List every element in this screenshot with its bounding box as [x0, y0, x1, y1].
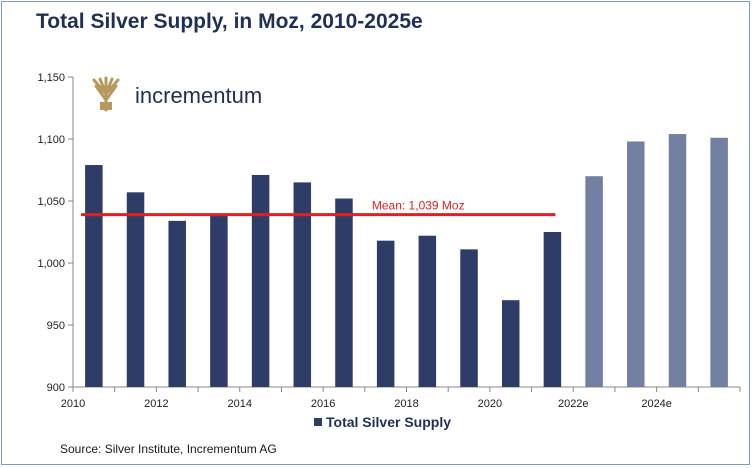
y-tick-label: 1,150	[37, 72, 65, 84]
y-tick-label: 900	[47, 382, 65, 394]
bar-2018	[418, 235, 437, 387]
bar-2017	[376, 240, 395, 387]
bar-2010	[85, 165, 103, 387]
x-tick-label: 2018	[394, 398, 418, 410]
bar-2019	[460, 249, 478, 387]
x-tick-label: 2012	[144, 398, 168, 410]
bar-2012	[168, 220, 186, 387]
x-tick-label: 2020	[478, 398, 502, 410]
y-tick-label: 1,000	[37, 258, 65, 270]
incrementum-logo: incrementum	[90, 76, 262, 112]
bar-2020	[501, 300, 520, 387]
bars	[85, 134, 728, 387]
legend: Total Silver Supply	[314, 414, 451, 430]
bar-2025e	[710, 137, 728, 387]
bar-2021	[543, 232, 562, 387]
bar-2016	[335, 198, 353, 387]
bar-2022e	[585, 176, 603, 387]
bar-2024e	[668, 134, 687, 387]
bar-2014	[251, 174, 270, 387]
source-note: Source: Silver Institute, Incrementum AG	[60, 442, 277, 456]
y-tick-label: 1,050	[37, 196, 65, 208]
bar-2015	[293, 182, 312, 387]
x-tick-label: 2016	[311, 398, 335, 410]
bar-2023e	[627, 141, 645, 387]
logo-text: incrementum	[135, 83, 262, 108]
x-tick-label: 2014	[228, 398, 252, 410]
y-tick-label: 950	[47, 320, 65, 332]
axes: 900 950 1,000 1,050 1,100 1,150 2010 2012 2014 20…	[37, 72, 741, 410]
x-tick-label: 2022e	[558, 398, 589, 410]
bar-2011	[126, 192, 145, 387]
legend-label: Total Silver Supply	[326, 414, 451, 430]
mean-label: Mean: 1,039 Moz	[372, 199, 465, 213]
tree-icon	[90, 76, 122, 112]
x-tick-label: 2024e	[641, 398, 672, 410]
legend-swatch	[314, 418, 322, 426]
chart-title: Total Silver Supply, in Moz, 2010-2025e	[36, 10, 423, 33]
mean-layer: Mean: 1,039 Moz	[81, 199, 556, 217]
bar-2013	[210, 214, 228, 387]
x-tick-label: 2010	[61, 398, 85, 410]
y-tick-label: 1,100	[37, 134, 65, 146]
